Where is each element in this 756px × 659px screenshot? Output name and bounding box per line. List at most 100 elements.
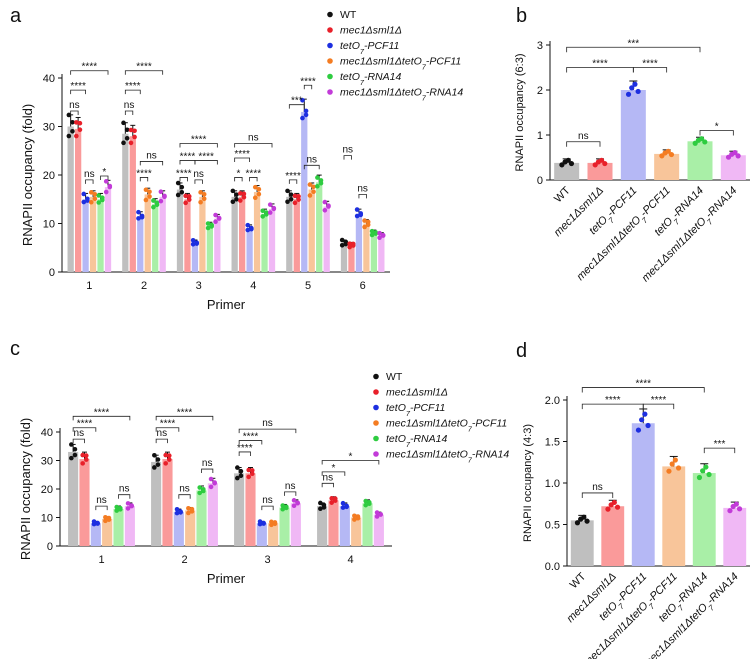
data-point xyxy=(183,193,188,199)
data-point xyxy=(632,81,638,87)
data-point xyxy=(136,216,141,221)
significance-label: ns xyxy=(96,495,107,506)
bar xyxy=(301,111,308,272)
bar xyxy=(316,182,323,272)
data-point xyxy=(581,514,587,520)
bar xyxy=(159,196,166,272)
bar xyxy=(261,213,268,272)
data-point xyxy=(139,214,145,220)
bar xyxy=(723,507,747,566)
significance-bracket xyxy=(72,415,131,421)
data-point xyxy=(702,139,708,145)
significance-bracket xyxy=(155,415,214,421)
legend-marker xyxy=(327,89,333,95)
significance-label: **** xyxy=(136,62,152,73)
data-point xyxy=(77,127,83,133)
data-point xyxy=(322,199,328,205)
data-point xyxy=(733,501,739,507)
data-point xyxy=(284,505,289,511)
data-point xyxy=(295,500,300,506)
significance-bracket xyxy=(72,438,85,444)
data-point xyxy=(121,120,126,126)
data-point xyxy=(339,242,345,248)
bar xyxy=(351,517,362,546)
data-point xyxy=(352,517,357,522)
significance-label: ns xyxy=(306,154,317,165)
data-point xyxy=(107,184,113,190)
bar xyxy=(129,136,136,272)
data-point xyxy=(332,498,338,503)
bar xyxy=(102,518,113,546)
data-point xyxy=(267,202,273,207)
bar xyxy=(279,507,290,546)
data-point xyxy=(158,189,164,195)
data-point xyxy=(212,480,217,486)
data-point xyxy=(80,461,85,466)
bar xyxy=(79,459,90,546)
data-point xyxy=(256,186,262,192)
significance-label: **** xyxy=(651,395,667,406)
data-point xyxy=(201,196,207,202)
significance-bracket xyxy=(155,427,180,432)
data-point xyxy=(256,191,262,197)
bar xyxy=(268,523,279,546)
significance-label: ns xyxy=(202,458,213,469)
legend-marker xyxy=(327,27,333,33)
data-point xyxy=(241,191,247,197)
legend-label: mec1Δsml1Δ xyxy=(340,25,402,37)
significance-bracket xyxy=(95,505,108,511)
significance-bracket xyxy=(155,438,168,444)
bar xyxy=(631,423,655,566)
significance-bracket xyxy=(124,89,141,95)
significance-bracket xyxy=(139,177,149,182)
data-point xyxy=(230,199,236,205)
data-point xyxy=(672,457,678,463)
data-point xyxy=(155,462,161,467)
data-point xyxy=(163,461,168,466)
bar xyxy=(256,523,267,546)
data-point xyxy=(241,194,247,200)
data-point xyxy=(121,140,126,146)
panel-label-c: c xyxy=(10,338,20,360)
data-point xyxy=(190,237,196,243)
data-point xyxy=(315,175,320,180)
data-point xyxy=(362,224,367,230)
significance-label: *** xyxy=(291,96,303,107)
data-point xyxy=(88,199,94,205)
data-point xyxy=(106,517,112,522)
data-point xyxy=(732,150,738,156)
data-point xyxy=(151,198,156,203)
significance-bracket xyxy=(703,447,736,454)
data-point xyxy=(103,189,109,195)
data-point xyxy=(645,422,651,429)
significance-bracket xyxy=(321,460,380,465)
x-tick-label: 4 xyxy=(250,280,256,292)
bar xyxy=(67,126,74,272)
chart-c: 0 10 20 30 40 RNAPII occupancy (fold) Primer 1 2… xyxy=(18,371,509,586)
significance-label: ns xyxy=(285,481,296,492)
bar xyxy=(328,500,339,546)
data-point xyxy=(91,519,97,524)
bar xyxy=(152,204,159,272)
significance-bracket xyxy=(303,164,320,170)
y-tick-label: 0 xyxy=(49,267,55,279)
bar xyxy=(323,206,330,272)
data-point xyxy=(288,192,294,197)
x-tick-label: 6 xyxy=(360,280,366,292)
data-point xyxy=(369,228,375,234)
data-point xyxy=(74,120,79,125)
data-point xyxy=(238,468,244,474)
x-tick-label: 2 xyxy=(141,280,147,292)
significance-label: **** xyxy=(234,149,250,160)
y-tick-label: 3 xyxy=(537,40,543,52)
bar xyxy=(308,189,315,272)
data-point xyxy=(92,191,98,197)
significance-bracket xyxy=(124,70,164,75)
y-tick-label: 0 xyxy=(47,541,53,553)
data-point xyxy=(292,200,298,206)
data-point xyxy=(300,97,305,103)
data-point xyxy=(292,193,298,199)
data-point xyxy=(77,120,83,126)
data-point xyxy=(322,207,328,213)
significance-bracket xyxy=(124,110,134,115)
